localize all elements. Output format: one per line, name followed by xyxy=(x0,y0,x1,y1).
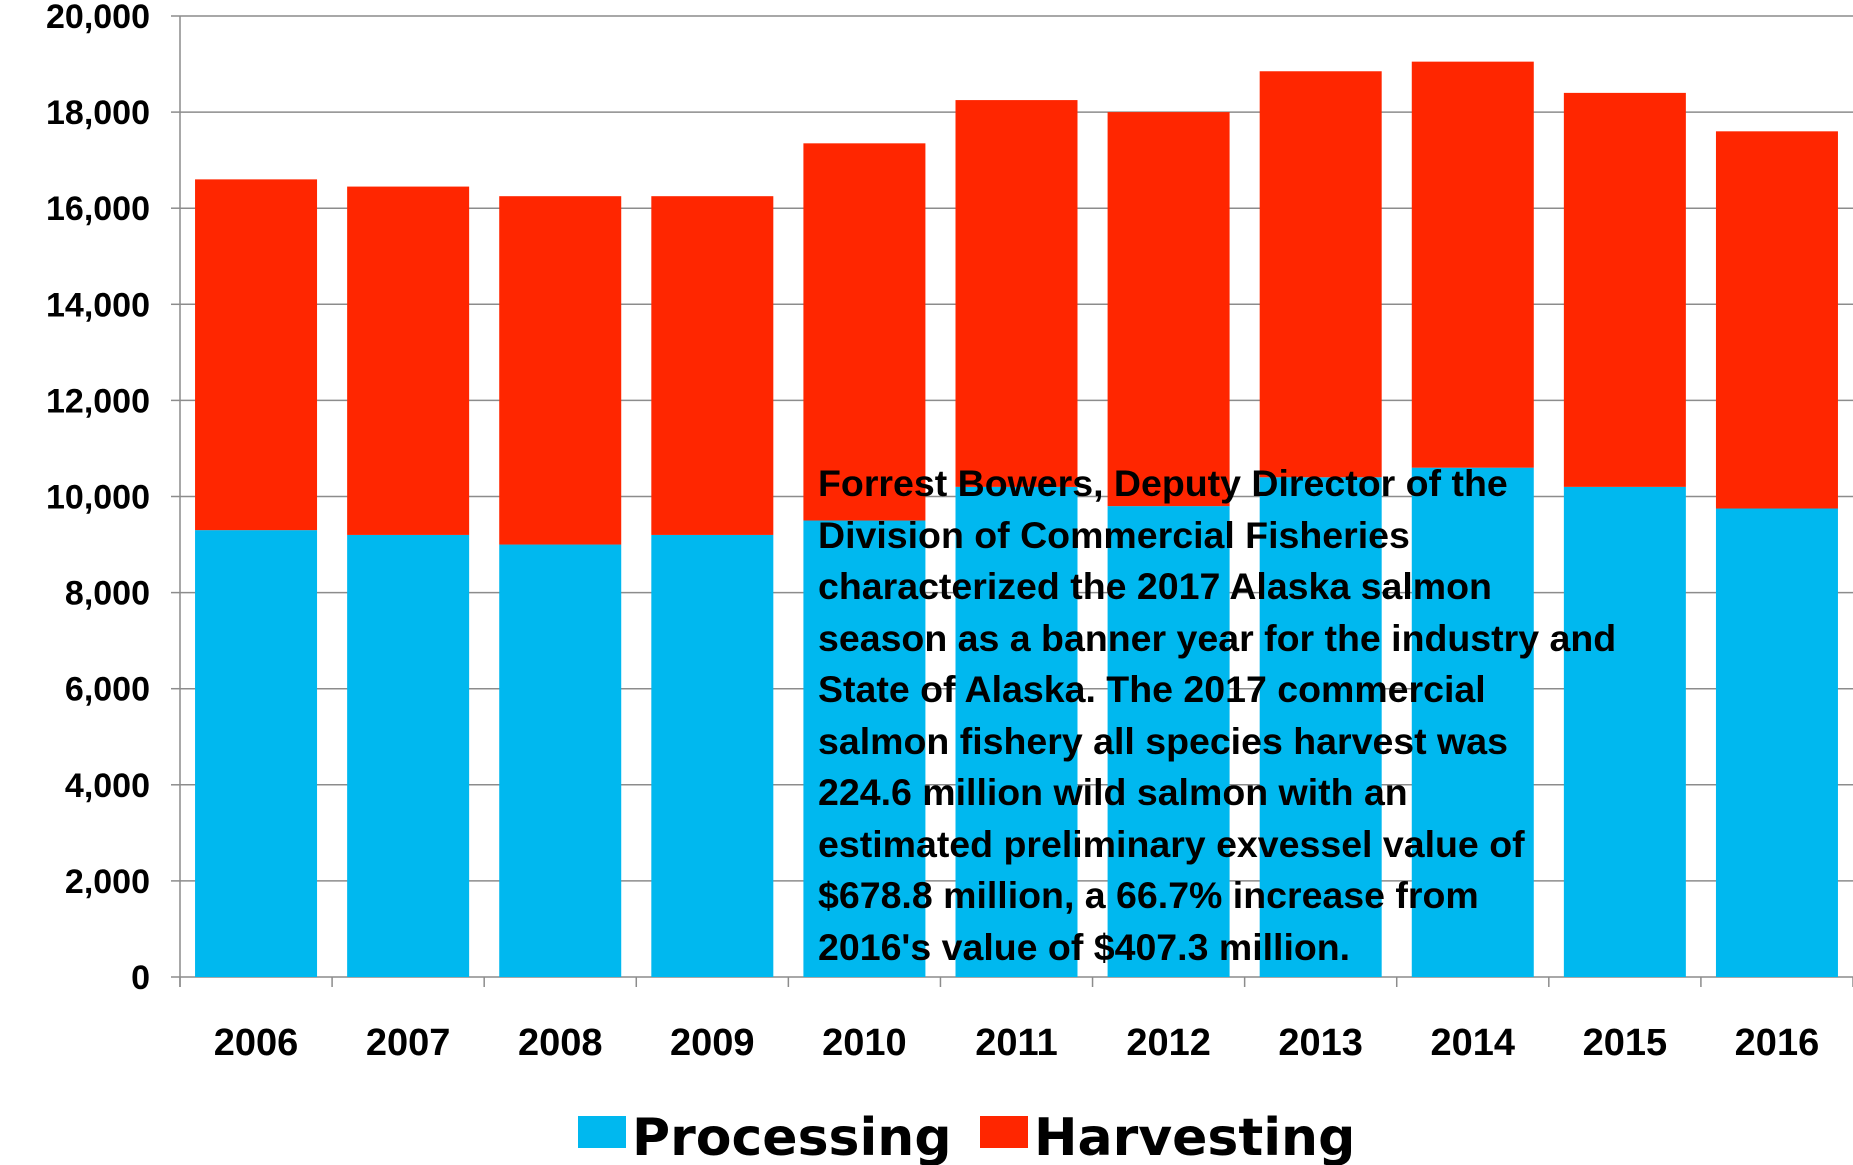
bar-processing-2010 xyxy=(803,520,926,977)
x-tick-label: 2014 xyxy=(1430,1022,1515,1064)
legend-swatch-processing xyxy=(578,1116,626,1148)
bar-harvesting-2011 xyxy=(955,100,1078,487)
y-tick-label: 14,000 xyxy=(46,286,150,324)
bar-harvesting-2009 xyxy=(651,196,774,535)
legend-swatch-harvesting xyxy=(980,1116,1028,1148)
x-tick-label: 2012 xyxy=(1126,1022,1211,1064)
bar-harvesting-2013 xyxy=(1259,71,1382,478)
x-tick-label: 2007 xyxy=(366,1022,451,1064)
x-tick-label: 2010 xyxy=(822,1022,907,1064)
x-tick-label: 2013 xyxy=(1278,1022,1363,1064)
bar-harvesting-2008 xyxy=(499,196,622,545)
bar-harvesting-2014 xyxy=(1411,61,1534,468)
bar-processing-2016 xyxy=(1715,508,1838,977)
bar-processing-2006 xyxy=(195,530,318,977)
bar-processing-2008 xyxy=(499,544,622,977)
y-tick-labels: 0 2,000 4,000 6,000 8,000 10,000 12,000 14,000 1… xyxy=(46,0,150,997)
y-tick-label: 20,000 xyxy=(46,0,150,36)
x-tick-labels: 2006 2007 2008 2009 2010 2011 2012 2013 2014 2015… xyxy=(214,1022,1819,1064)
bar-processing-2012 xyxy=(1107,506,1230,977)
y-tick-label: 0 xyxy=(131,959,150,997)
x-tick-label: 2011 xyxy=(975,1022,1057,1064)
y-tick-label: 2,000 xyxy=(65,863,150,901)
y-tick-label: 4,000 xyxy=(65,767,150,805)
bars xyxy=(195,61,1838,977)
bar-harvesting-2007 xyxy=(347,186,470,535)
legend-label-harvesting: Harvesting xyxy=(1034,1108,1355,1165)
x-tick-label: 2009 xyxy=(670,1022,755,1064)
bar-processing-2007 xyxy=(347,534,470,977)
y-tick-label: 18,000 xyxy=(46,94,150,132)
legend-label-processing: Processing xyxy=(632,1108,952,1165)
bar-harvesting-2015 xyxy=(1563,92,1686,487)
x-tick-label: 2016 xyxy=(1735,1022,1820,1064)
legend: Processing Harvesting xyxy=(578,1108,1355,1165)
x-tick-label: 2015 xyxy=(1583,1022,1668,1064)
bar-processing-2015 xyxy=(1563,486,1686,977)
bar-processing-2011 xyxy=(955,486,1078,977)
y-tick-label: 12,000 xyxy=(46,382,150,420)
bar-harvesting-2010 xyxy=(803,143,926,521)
x-tick-label: 2008 xyxy=(518,1022,603,1064)
bar-processing-2009 xyxy=(651,534,774,977)
bar-processing-2014 xyxy=(1411,467,1534,977)
bar-harvesting-2006 xyxy=(195,179,318,531)
y-tick-label: 16,000 xyxy=(46,190,150,228)
y-tick-label: 10,000 xyxy=(46,479,150,517)
x-tick-label: 2006 xyxy=(214,1022,299,1064)
y-tick-label: 6,000 xyxy=(65,671,150,709)
bar-processing-2013 xyxy=(1259,477,1382,977)
bar-harvesting-2016 xyxy=(1715,131,1838,509)
annotation-text: Forrest Bowers, Deputy Director of the D… xyxy=(818,462,1617,968)
bar-harvesting-2012 xyxy=(1107,112,1230,507)
y-tick-label: 8,000 xyxy=(65,575,150,613)
